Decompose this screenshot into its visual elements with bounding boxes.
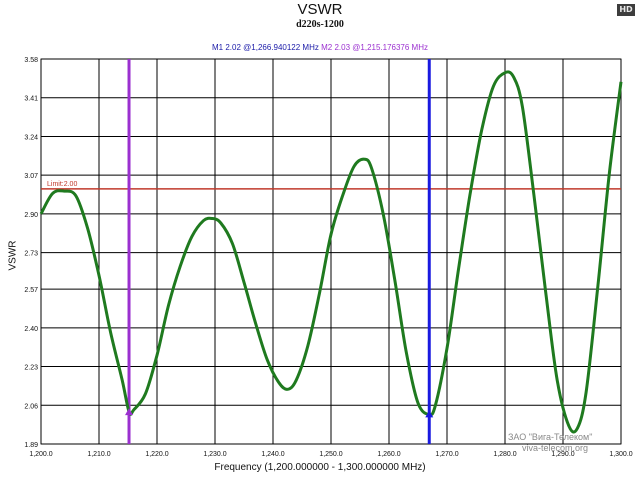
limit-line-group: Limit:2.00 <box>41 181 621 190</box>
x-axis-label: Frequency (1,200.000000 - 1,300.000000 M… <box>214 462 426 473</box>
x-tick-label: 1,210.0 <box>87 451 110 458</box>
x-tick-label: 1,200.0 <box>29 451 52 458</box>
y-tick-labels: 3.58 3.41 3.24 3.07 2.90 2.73 2.57 2.40 2.23 2.06… <box>24 57 38 449</box>
chart-subtitle: d220s-1200 <box>296 19 344 30</box>
marker-point-m2 <box>125 408 134 416</box>
y-tick-label: 1.89 <box>24 442 38 449</box>
marker-m2-frequency: 1,215.176376 MHz <box>360 43 428 52</box>
marker-m1-readout: M1 2.02 @1,266.940122 MHz <box>211 43 319 52</box>
marker-readout: M1 2.02 @1,266.940122 MHz M2 2.03 @1,215… <box>0 43 640 52</box>
chart-title: VSWR <box>297 1 343 18</box>
x-tick-label: 1,250.0 <box>319 451 342 458</box>
x-tick-label: 1,240.0 <box>261 451 284 458</box>
y-tick-label: 3.07 <box>24 173 38 180</box>
y-tick-label: 2.23 <box>24 365 38 372</box>
marker-m1-frequency: 1,266.940122 MHz <box>251 43 319 52</box>
x-tick-label: 1,260.0 <box>377 451 400 458</box>
y-tick-label: 2.90 <box>24 212 38 219</box>
x-tick-label: 1,300.0 <box>609 451 632 458</box>
marker-m2-value: 2.03 <box>334 43 351 52</box>
markers-group <box>127 59 431 444</box>
x-tick-label: 1,270.0 <box>435 451 458 458</box>
limit-label: Limit:2.00 <box>47 181 77 188</box>
series-group <box>39 70 623 434</box>
marker-m1-value: 2.02 <box>225 43 241 52</box>
x-tick-label: 1,230.0 <box>203 451 226 458</box>
marker-m2-name: M2 <box>321 43 333 52</box>
marker-point-m1 <box>425 410 434 418</box>
y-axis-label: VSWR <box>7 240 19 271</box>
y-tick-label: 3.24 <box>24 134 38 141</box>
y-tick-label: 3.58 <box>24 57 38 64</box>
y-tick-label: 2.06 <box>24 403 38 410</box>
series-line-0 <box>39 70 623 434</box>
x-tick-label: 1,280.0 <box>493 451 516 458</box>
watermark: ЗАО "Вига-Телеком" viva-telecom.org <box>508 432 592 454</box>
x-tick-label: 1,220.0 <box>145 451 168 458</box>
marker-m2-readout: M2 2.03 @1,215.176376 MHz <box>321 43 428 52</box>
marker-m1-name: M1 <box>211 43 224 52</box>
watermark-company: ЗАО "Вига-Телеком" <box>508 432 593 442</box>
y-tick-label: 2.40 <box>24 326 38 333</box>
x-tick-label: 1,290.0 <box>551 451 574 458</box>
y-tick-label: 3.41 <box>24 96 38 103</box>
watermark-site: viva-telecom.org <box>522 443 589 453</box>
x-tick-labels: 1,200.0 1,210.0 1,220.0 1,230.0 1,240.0 1,250… <box>29 451 632 458</box>
y-tick-label: 2.57 <box>24 287 38 294</box>
hd-badge[interactable]: HD <box>617 4 635 16</box>
y-tick-label: 2.73 <box>24 251 38 258</box>
